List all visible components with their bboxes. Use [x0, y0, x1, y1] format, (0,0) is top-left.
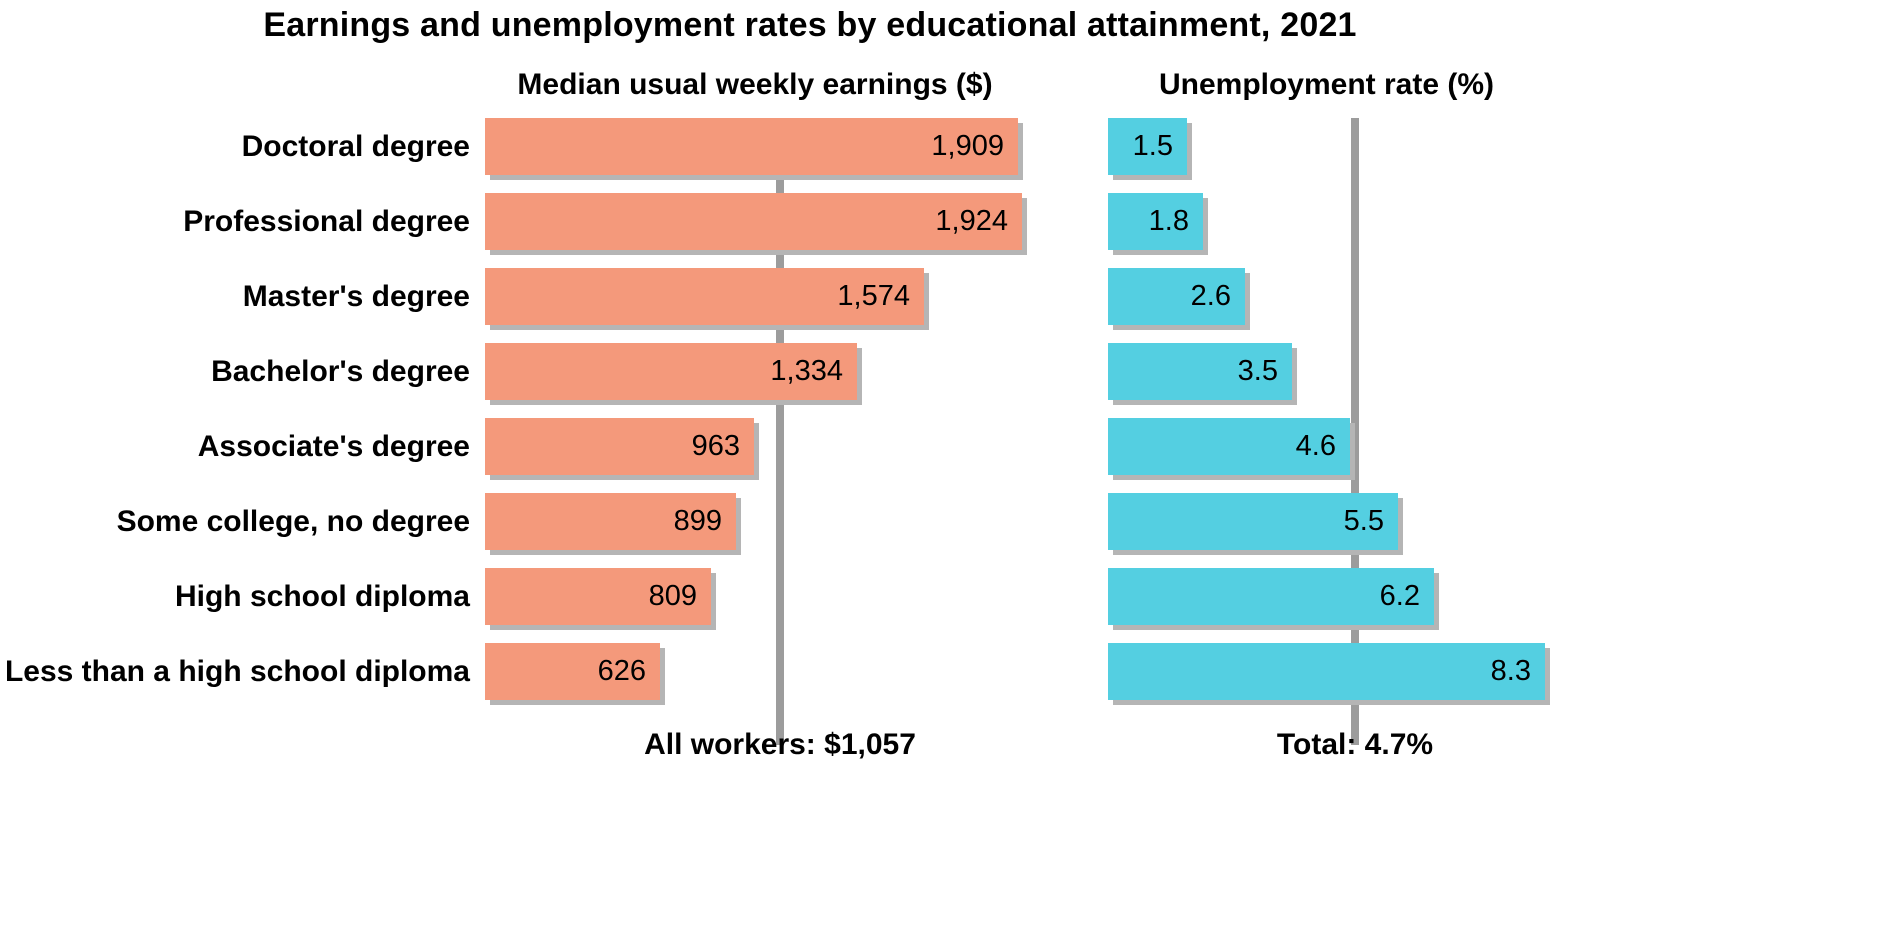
category-label: Bachelor's degree — [211, 354, 470, 388]
bar-value-label: 1.8 — [1148, 205, 1189, 237]
bar-value-label: 626 — [597, 655, 646, 687]
unemployment-reference-line — [1351, 118, 1359, 745]
category-label: Professional degree — [183, 204, 470, 238]
bar-value-label: 8.3 — [1490, 655, 1531, 687]
bar-value-label: 899 — [673, 505, 722, 537]
category-label: High school diploma — [174, 579, 470, 613]
earnings-reference-line — [776, 118, 784, 745]
unemployment-reference-label: Total: 4.7% — [1276, 728, 1434, 761]
bar-value-label: 2.6 — [1190, 280, 1231, 312]
earnings-reference-label: All workers: $1,057 — [644, 728, 916, 761]
category-label: Some college, no degree — [116, 504, 470, 538]
earnings-bar: 1,574 — [485, 268, 924, 325]
earnings-bar: 1,924 — [485, 193, 1022, 250]
bar-value-label: 1,909 — [931, 130, 1004, 162]
bar-value-label: 1,574 — [837, 280, 910, 312]
category-label: Less than a high school diploma — [4, 654, 470, 688]
bar-value-label: 3.5 — [1237, 355, 1278, 387]
earnings-bar: 963 — [485, 418, 754, 475]
bar-value-label: 1,334 — [770, 355, 843, 387]
unemployment-bar: 8.3 — [1108, 643, 1545, 700]
earnings-bar: 809 — [485, 568, 711, 625]
bar-value-label: 4.6 — [1295, 430, 1336, 462]
unemployment-bar: 6.2 — [1108, 568, 1434, 625]
bar-value-label: 809 — [648, 580, 697, 612]
chart-title: Earnings and unemployment rates by educa… — [263, 6, 1357, 44]
unemployment-bar: 1.8 — [1108, 193, 1203, 250]
bar-value-label: 1,924 — [935, 205, 1008, 237]
category-label: Doctoral degree — [241, 129, 470, 163]
unemployment-bar: 2.6 — [1108, 268, 1245, 325]
unemployment-bar: 5.5 — [1108, 493, 1398, 550]
unemployment-bar: 3.5 — [1108, 343, 1292, 400]
earnings-bar: 899 — [485, 493, 736, 550]
earnings-column-header: Median usual weekly earnings ($) — [517, 68, 993, 101]
unemployment-bar: 1.5 — [1108, 118, 1187, 175]
earnings-bar: 626 — [485, 643, 660, 700]
category-label: Master's degree — [242, 279, 470, 313]
bar-value-label: 6.2 — [1379, 580, 1420, 612]
bar-value-label: 1.5 — [1132, 130, 1173, 162]
category-label: Associate's degree — [197, 429, 470, 463]
bar-value-label: 5.5 — [1343, 505, 1384, 537]
unemployment-bar: 4.6 — [1108, 418, 1350, 475]
earnings-bar: 1,909 — [485, 118, 1018, 175]
bar-value-label: 963 — [691, 430, 740, 462]
earnings-bar: 1,334 — [485, 343, 857, 400]
unemployment-column-header: Unemployment rate (%) — [1158, 68, 1495, 101]
